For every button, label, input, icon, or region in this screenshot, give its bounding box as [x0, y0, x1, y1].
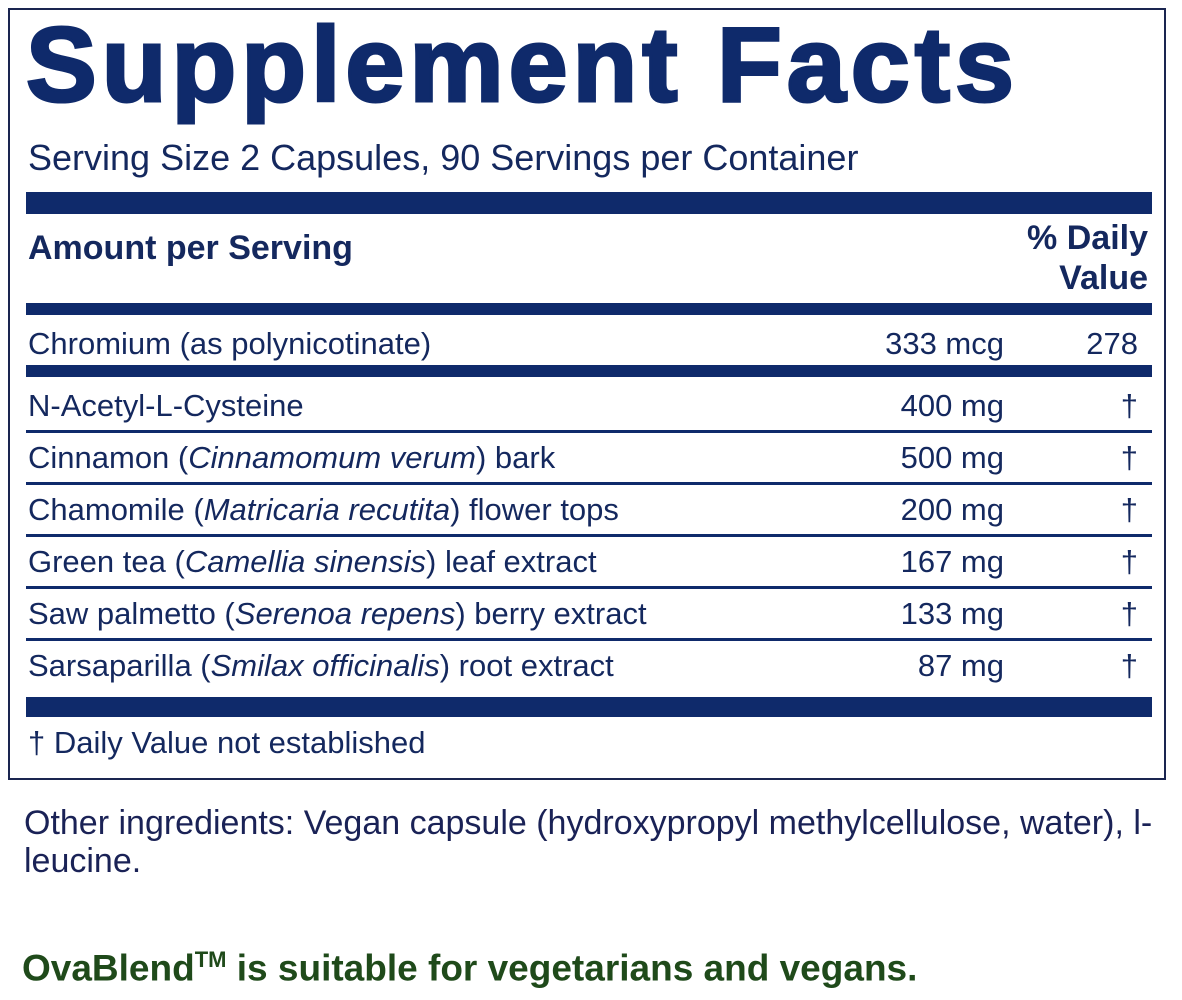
ingredient-name: Chromium (as polynicotinate) — [28, 326, 432, 361]
latin-name: Serenoa repens — [234, 596, 456, 631]
latin-name: Camellia sinensis — [184, 544, 427, 579]
table-row: N-Acetyl-L-Cysteine 400 mg † — [28, 384, 1138, 428]
divider-thick — [26, 365, 1152, 377]
dv-header-line2: Value — [1059, 259, 1148, 297]
ingredient-amount: 87 mg — [917, 648, 1004, 683]
other-ingredients: Other ingredients: Vegan capsule (hydrox… — [24, 804, 1153, 880]
latin-name: Cinnamomum verum — [188, 440, 476, 475]
divider-thin — [26, 430, 1152, 433]
name-part: ) leaf extract — [426, 544, 597, 579]
ingredient-name: Saw palmetto (Serenoa repens) berry extr… — [28, 592, 647, 636]
name-part: Saw palmetto ( — [28, 596, 235, 631]
suitability-statement: OvaBlendTM is suitable for vegetarians a… — [22, 936, 917, 992]
ingredient-name: Green tea (Camellia sinensis) leaf extra… — [28, 540, 597, 584]
footnote: † Daily Value not established — [28, 725, 426, 760]
divider-thin — [26, 586, 1152, 589]
table-row: Chamomile (Matricaria recutita) flower t… — [28, 488, 1138, 532]
name-part: Cinnamon ( — [28, 440, 189, 475]
name-part: Green tea ( — [28, 544, 185, 579]
divider-thick — [26, 303, 1152, 315]
dv-header-line1: % Daily — [1027, 219, 1148, 257]
ingredient-amount: 333 mcg — [885, 326, 1004, 361]
suitability-text: is suitable for vegetarians and vegans. — [226, 947, 918, 989]
table-row: Saw palmetto (Serenoa repens) berry extr… — [28, 592, 1138, 636]
supplement-facts-panel — [8, 8, 1166, 780]
table-row: Chromium (as polynicotinate) 333 mcg 278 — [28, 322, 1138, 366]
ingredient-dv: 278 — [1086, 326, 1138, 361]
name-part: Chamomile ( — [28, 492, 204, 527]
name-part: N-Acetyl-L-Cysteine — [28, 388, 304, 423]
ingredient-amount: 500 mg — [900, 440, 1004, 475]
divider-thick — [26, 697, 1152, 717]
divider-thin — [26, 638, 1152, 641]
name-part: ) berry extract — [455, 596, 647, 631]
daily-value-header: % Daily Value — [1027, 218, 1148, 298]
ingredient-dv: † — [1120, 440, 1138, 475]
serving-size: Serving Size 2 Capsules, 90 Servings per… — [28, 137, 859, 178]
panel-title: Supplement Facts — [25, 5, 1019, 126]
ingredient-amount: 400 mg — [900, 388, 1004, 423]
ingredient-dv: † — [1120, 648, 1138, 683]
ingredient-name: Cinnamon (Cinnamomum verum) bark — [28, 436, 555, 480]
divider-thin — [26, 534, 1152, 537]
ingredient-name: Sarsaparilla (Smilax officinalis) root e… — [28, 644, 614, 688]
brand-name: OvaBlend — [22, 947, 195, 989]
amount-per-serving-header: Amount per Serving — [28, 229, 353, 267]
ingredient-name: Chamomile (Matricaria recutita) flower t… — [28, 488, 619, 532]
name-part: ) bark — [475, 440, 556, 475]
ingredient-dv: † — [1120, 544, 1138, 579]
table-row: Sarsaparilla (Smilax officinalis) root e… — [28, 644, 1138, 688]
divider-thick — [26, 192, 1152, 214]
name-part: ) flower tops — [450, 492, 619, 527]
ingredient-amount: 200 mg — [900, 492, 1004, 527]
table-row: Green tea (Camellia sinensis) leaf extra… — [28, 540, 1138, 584]
ingredient-amount: 133 mg — [900, 596, 1004, 631]
divider-thin — [26, 482, 1152, 485]
ingredient-amount: 167 mg — [900, 544, 1004, 579]
latin-name: Matricaria recutita — [203, 492, 451, 527]
name-part: Sarsaparilla ( — [28, 648, 211, 683]
ingredient-dv: † — [1120, 492, 1138, 527]
latin-name: Smilax officinalis — [210, 648, 440, 683]
ingredient-dv: † — [1120, 596, 1138, 631]
ingredient-dv: † — [1120, 388, 1138, 423]
name-part: ) root extract — [439, 648, 614, 683]
trademark: TM — [194, 947, 227, 972]
ingredient-name: N-Acetyl-L-Cysteine — [28, 384, 304, 428]
table-row: Cinnamon (Cinnamomum verum) bark 500 mg † — [28, 436, 1138, 480]
